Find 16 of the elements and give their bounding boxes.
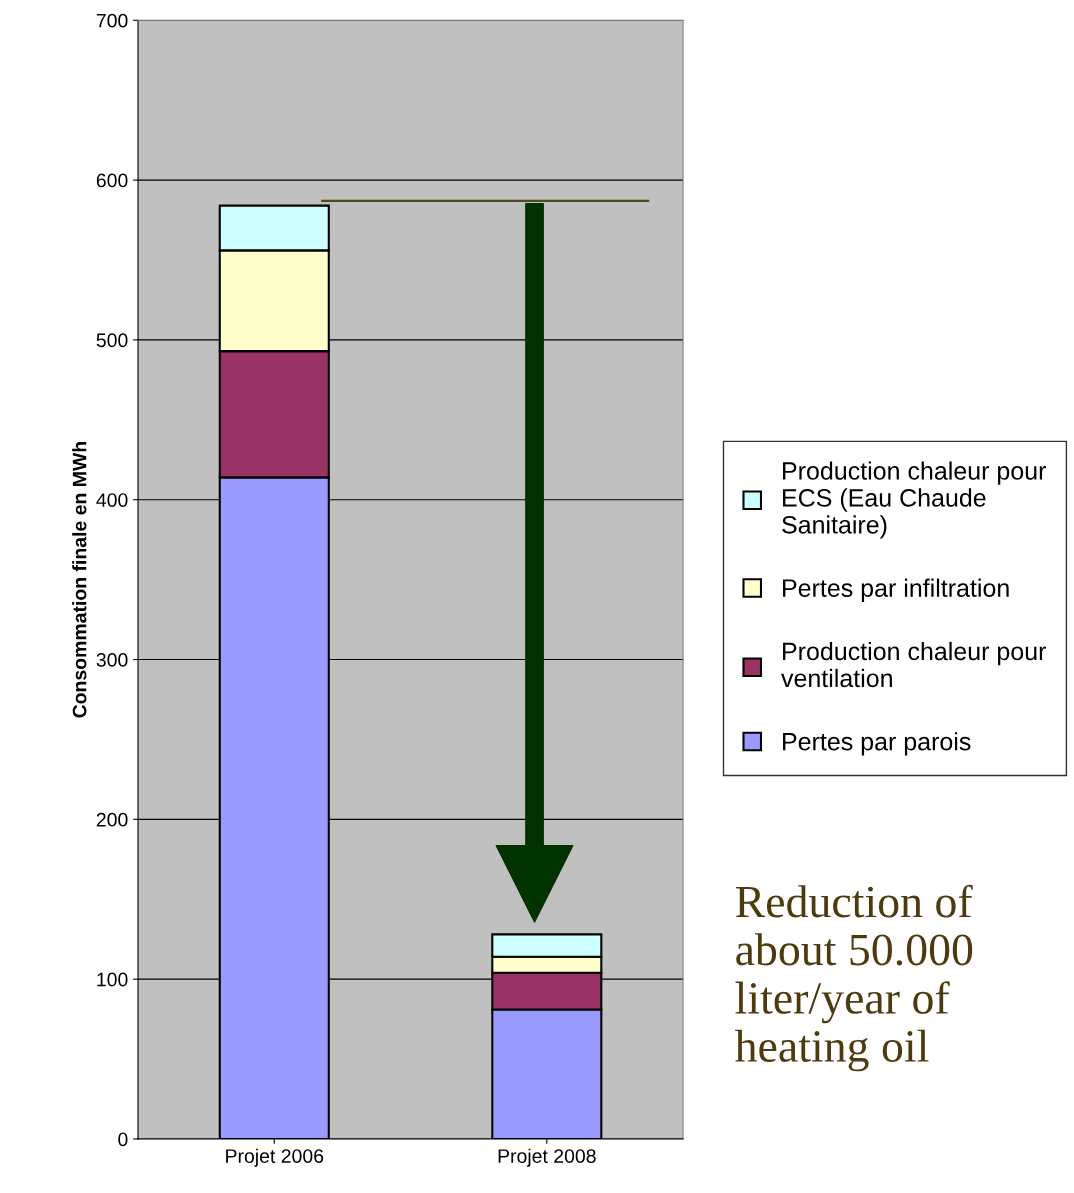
y-tick-label: 100 (97, 972, 128, 987)
text: Reduction of about 50.000 liter/year of heating oil (735, 884, 973, 1072)
legend-label: Pertes par parois (783, 732, 971, 756)
y-tick-label: 400 (96, 493, 128, 507)
x-tick-label: Projet 2006 (226, 1148, 324, 1167)
y-tick-label: 700 (96, 13, 128, 28)
legend-label: Production chaleur pour ECS (Eau Chaude Sanitaire) (782, 461, 1047, 539)
y-tick-label: 600 (96, 173, 128, 188)
y-tick-label: 500 (96, 333, 128, 348)
y-tick-label: 0 (118, 1132, 128, 1147)
x-tick-label: Projet 2008 (498, 1148, 596, 1167)
y-axis-title: Consommation finale en MWh (72, 442, 87, 718)
legend-label: Pertes par infiltration (783, 578, 1009, 602)
legend-label: Production chaleur pour ventilation (781, 641, 1047, 688)
y-tick-label: 300 (96, 652, 128, 667)
y-tick-label: 200 (96, 812, 128, 827)
